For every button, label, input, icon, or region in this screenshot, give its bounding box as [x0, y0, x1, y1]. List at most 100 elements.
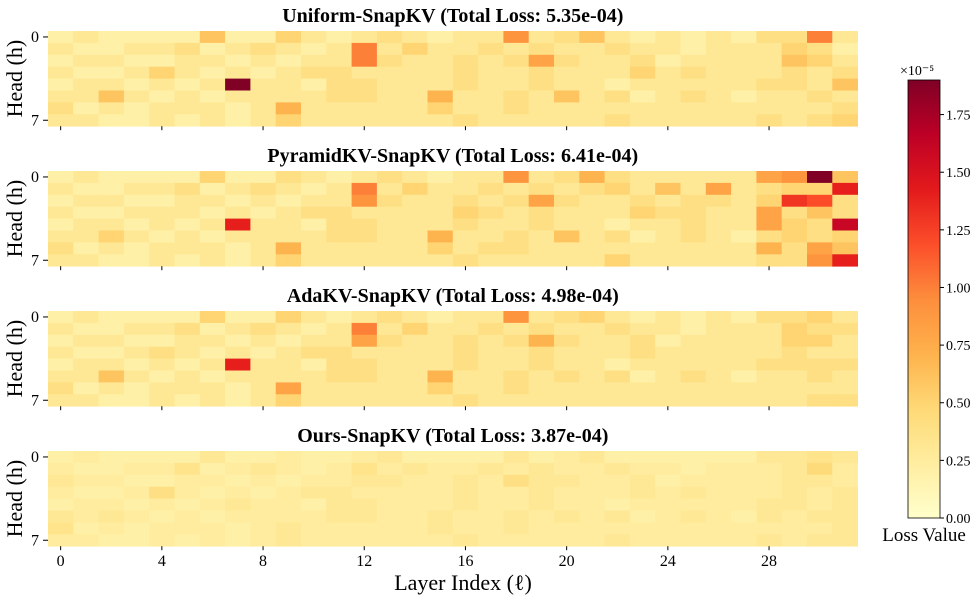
heatmap-cell — [98, 370, 125, 383]
heatmap-cell — [123, 90, 150, 103]
heatmap-cell — [731, 382, 757, 395]
colorbar-tick-label: 1.75 — [946, 109, 971, 124]
heatmap-cell — [351, 451, 378, 464]
heatmap-cell — [123, 311, 150, 324]
heatmap-cell — [528, 254, 555, 267]
heatmap-cell — [604, 498, 631, 511]
heatmap-cell — [98, 230, 125, 243]
heatmap-cell — [579, 370, 605, 383]
heatmap-cell — [478, 498, 504, 511]
heatmap-cell — [275, 534, 302, 547]
heatmap-cell — [528, 474, 555, 488]
heatmap-cell — [351, 370, 378, 383]
heatmap-cell — [250, 358, 277, 371]
heatmap-cell — [503, 334, 530, 348]
heatmap-cell — [174, 242, 201, 255]
heatmap-cell — [301, 66, 327, 79]
heatmap-cell — [528, 114, 555, 127]
heatmap-cell — [123, 322, 150, 336]
heatmap-cell — [174, 474, 201, 488]
heatmap-cell — [48, 358, 74, 371]
heatmap-cell — [528, 322, 555, 336]
heatmap-cell — [705, 206, 732, 219]
heatmap-cell — [402, 498, 428, 511]
heatmap-cell — [427, 474, 454, 488]
heatmap-cell — [326, 346, 352, 359]
heatmap-cell — [275, 522, 302, 535]
heatmap-cell — [376, 510, 403, 523]
heatmap-cell — [376, 171, 403, 184]
heatmap-cell — [250, 346, 277, 359]
heatmap-cell — [48, 474, 74, 488]
heatmap-cell — [680, 90, 707, 103]
heatmap-cell — [781, 42, 808, 56]
heatmap-cell — [756, 42, 783, 56]
heatmap-cell — [275, 462, 302, 476]
heatmap-cell — [554, 54, 580, 68]
heatmap-cell — [250, 451, 277, 464]
heatmap-cell — [73, 474, 99, 488]
heatmap-cell — [73, 114, 99, 127]
heatmap-cell — [452, 522, 479, 535]
heatmap-cell — [98, 102, 125, 115]
heatmap-cell — [452, 462, 479, 476]
heatmap-cell — [275, 206, 302, 219]
heatmap-cell — [225, 358, 251, 371]
heatmap-cell — [73, 394, 99, 407]
heatmap-cell — [149, 194, 175, 208]
heatmap-cell — [427, 451, 454, 464]
x-tick-label: 16 — [457, 553, 473, 570]
heatmap-cell — [301, 90, 327, 103]
heatmap-cell — [604, 230, 631, 243]
heatmap-cell — [351, 474, 378, 488]
heatmap-cell — [528, 534, 555, 547]
heatmap-cell — [174, 498, 201, 511]
heatmap-cell — [427, 334, 454, 348]
heatmap-cell — [503, 534, 530, 547]
heatmap-cell — [250, 78, 277, 91]
heatmap-cell — [199, 486, 226, 499]
heatmap-cell — [478, 311, 504, 324]
heatmap-cell — [351, 334, 378, 348]
heatmap-cell — [402, 486, 428, 499]
heatmap-cell — [528, 218, 555, 231]
heatmap-cell — [655, 54, 681, 68]
heatmap-cell — [807, 78, 833, 91]
x-axis: 0 4 8 12 16 20 24 28 — [57, 553, 777, 570]
heatmap-cell — [123, 394, 150, 407]
heatmap-cell — [655, 194, 681, 208]
heatmap-cell — [98, 171, 125, 184]
heatmap-cell — [528, 311, 555, 324]
heatmap-cell — [604, 254, 631, 267]
heatmap-cell — [629, 498, 656, 511]
heatmap-cell — [275, 31, 302, 44]
heatmap-cell — [503, 42, 530, 56]
heatmap-cell — [655, 486, 681, 499]
heatmap-cell — [832, 242, 858, 255]
heatmap-cell — [98, 474, 125, 488]
heatmap-cell — [452, 42, 479, 56]
heatmap-cell — [807, 510, 833, 523]
heatmap-cell — [48, 31, 74, 44]
heatmap-cell — [579, 394, 605, 407]
x-tick-label: 12 — [356, 553, 372, 570]
heatmap-panels: Uniform-SnapKV (Total Loss: 5.35e-04)07H… — [2, 5, 858, 551]
heatmap-cell — [199, 66, 226, 79]
colorbar-gradient — [907, 79, 941, 519]
heatmap-cell — [48, 311, 74, 324]
heatmap-cell — [149, 311, 175, 324]
heatmap-cell — [731, 370, 757, 383]
heatmap-cell — [528, 382, 555, 395]
heatmap-cell — [73, 534, 99, 547]
y-axis-label: Head (h) — [2, 180, 27, 258]
heatmap-cell — [832, 322, 858, 336]
heatmap-cell — [402, 346, 428, 359]
heatmap-cell — [275, 346, 302, 359]
heatmap-cell — [123, 42, 150, 56]
heatmap-cell — [554, 114, 580, 127]
heatmap-cell — [503, 322, 530, 336]
heatmap-cell — [98, 90, 125, 103]
heatmap-cell — [275, 311, 302, 324]
x-tick-label: 28 — [761, 553, 777, 570]
heatmap-cell — [73, 254, 99, 267]
